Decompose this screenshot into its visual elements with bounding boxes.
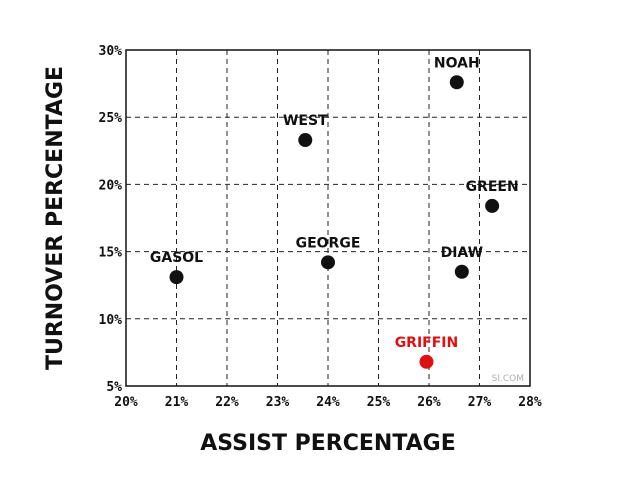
data-label-griffin: GRIFFIN (395, 335, 459, 351)
data-label-noah: NOAH (434, 55, 480, 71)
x-tick-label: 26% (417, 395, 441, 410)
data-point-griffin (419, 354, 434, 369)
data-label-west: WEST (283, 113, 328, 129)
x-tick-label: 21% (165, 395, 189, 410)
data-label-george: GEORGE (296, 235, 361, 251)
data-point-west (298, 133, 313, 148)
y-tick-label: 5% (106, 380, 122, 395)
data-points (169, 75, 500, 369)
y-axis-title: TURNOVER PERCENTAGE (43, 66, 68, 370)
data-point-green (485, 198, 500, 213)
x-axis-title: ASSIST PERCENTAGE (200, 431, 456, 456)
y-tick-label: 20% (99, 178, 123, 193)
data-point-gasol (169, 270, 184, 285)
plot-frame (125, 49, 531, 387)
y-tick-label: 30% (99, 44, 123, 59)
data-point-george (321, 255, 335, 270)
y-tick-label: 15% (99, 246, 123, 261)
source-credit: SI.COM (492, 374, 524, 384)
x-axis-ticks: 20% 21% 22% 23% 24% 25% 26% 27% 28% (114, 395, 542, 410)
y-tick-label: 25% (99, 111, 123, 126)
y-tick-label: 10% (99, 313, 123, 328)
x-tick-label: 24% (316, 395, 340, 410)
y-axis-ticks: 5% 10% 15% 20% 25% 30% (99, 44, 123, 395)
x-tick-label: 27% (468, 395, 492, 410)
data-label-green: GREEN (466, 179, 519, 195)
x-tick-label: 22% (215, 395, 239, 410)
grid (126, 50, 530, 386)
x-tick-label: 25% (367, 395, 391, 410)
x-tick-label: 20% (114, 395, 138, 410)
x-tick-label: 23% (266, 395, 290, 410)
data-label-diaw: DIAW (441, 245, 483, 261)
data-label-gasol: GASOL (150, 250, 203, 266)
x-tick-label: 28% (518, 395, 542, 410)
data-point-noah (449, 75, 464, 90)
data-point-diaw (454, 264, 469, 279)
data-labels: NOAH WEST GREEN GASOL GEORGE DIAW GRIFFIN (150, 55, 519, 351)
